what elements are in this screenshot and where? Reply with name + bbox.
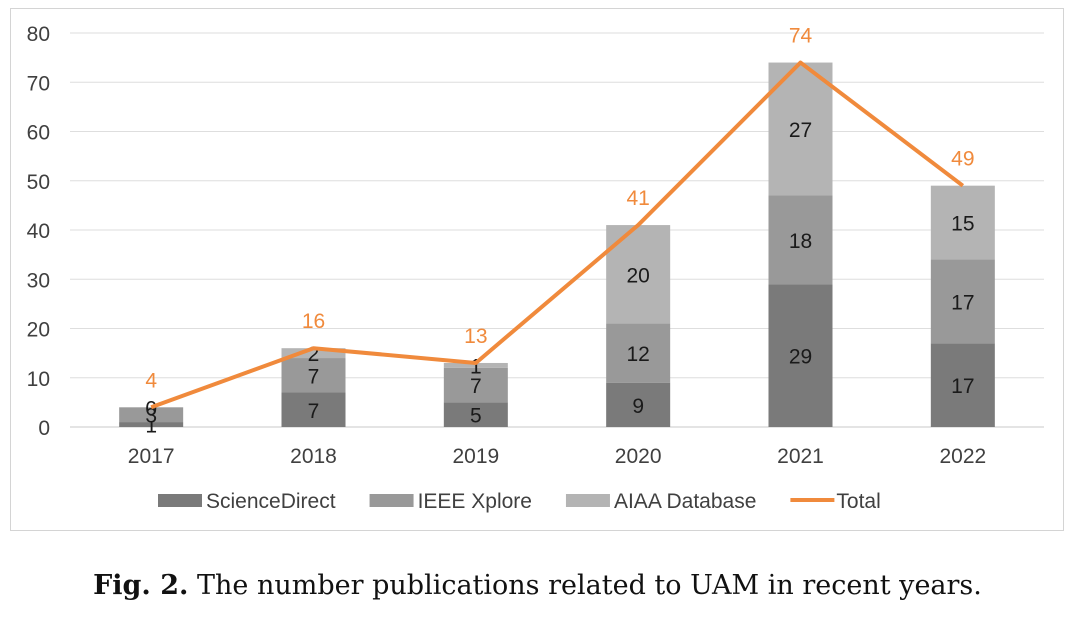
x-tick-label: 2018 bbox=[290, 445, 337, 468]
bar-segment bbox=[768, 195, 833, 285]
bar-segment bbox=[119, 422, 184, 427]
data-label: 12 bbox=[626, 343, 649, 366]
y-tick-label: 40 bbox=[27, 220, 50, 243]
y-tick-label: 80 bbox=[27, 23, 50, 46]
y-tick-label: 0 bbox=[38, 417, 50, 440]
bar-segment bbox=[443, 402, 508, 427]
y-tick-label: 20 bbox=[27, 319, 50, 342]
legend-label: IEEE Xplore bbox=[418, 490, 532, 513]
y-tick-label: 10 bbox=[27, 368, 50, 391]
total-label: 74 bbox=[789, 25, 813, 48]
y-tick-label: 70 bbox=[27, 72, 50, 95]
x-tick-label: 2020 bbox=[615, 445, 662, 468]
bar-segment bbox=[606, 382, 671, 427]
y-tick-label: 60 bbox=[27, 122, 50, 145]
data-label: 1 bbox=[145, 415, 157, 438]
y-tick-label: 50 bbox=[27, 171, 50, 194]
data-label: 17 bbox=[951, 375, 974, 398]
bar-segment bbox=[443, 367, 508, 403]
x-tick-label: 2021 bbox=[777, 445, 824, 468]
data-label: 2 bbox=[308, 343, 320, 366]
data-label: 1 bbox=[470, 355, 482, 378]
legend-swatch bbox=[369, 494, 414, 507]
x-tick-label: 2019 bbox=[452, 445, 499, 468]
data-label: 27 bbox=[789, 119, 812, 142]
data-label: 7 bbox=[470, 375, 482, 398]
bar-segment bbox=[768, 284, 833, 427]
data-label: 15 bbox=[951, 213, 974, 236]
legend-swatch bbox=[565, 494, 610, 507]
legend-swatch bbox=[158, 494, 202, 507]
data-label: 18 bbox=[789, 230, 812, 253]
total-label: 16 bbox=[302, 310, 325, 333]
data-label: 20 bbox=[626, 264, 649, 287]
total-label: 49 bbox=[951, 148, 974, 171]
bar-segment bbox=[930, 259, 995, 344]
y-tick-label: 30 bbox=[27, 269, 50, 292]
total-label: 41 bbox=[626, 187, 649, 210]
caption-label: Fig. 2. bbox=[93, 570, 189, 601]
data-label: 7 bbox=[308, 365, 320, 388]
legend-label: Total bbox=[836, 490, 880, 513]
bar-segment bbox=[281, 348, 346, 359]
bar-segment bbox=[443, 362, 508, 368]
total-label: 13 bbox=[464, 325, 487, 348]
data-label: 7 bbox=[308, 400, 320, 423]
data-label: 9 bbox=[632, 395, 644, 418]
figure-caption: Fig. 2. The number publications related … bbox=[0, 570, 1075, 601]
caption-text: The number publications related to UAM i… bbox=[197, 570, 982, 601]
bar-segment bbox=[930, 185, 995, 260]
bar-segment bbox=[119, 407, 184, 423]
chart-frame bbox=[10, 8, 1064, 531]
data-label: 3 bbox=[145, 405, 157, 428]
bar-segment bbox=[281, 392, 346, 427]
data-label: 17 bbox=[951, 291, 974, 314]
legend-label: AIAA Database bbox=[614, 490, 756, 513]
x-tick-label: 2022 bbox=[939, 445, 986, 468]
x-tick-label: 2017 bbox=[128, 445, 175, 468]
total-line bbox=[150, 60, 965, 410]
data-label: 5 bbox=[470, 405, 482, 428]
data-label: 29 bbox=[789, 346, 812, 369]
bar-segment bbox=[930, 343, 995, 427]
bar-segment bbox=[281, 358, 346, 393]
stacked-bar-chart: 0102030405060708013020177722018571201991… bbox=[27, 23, 1044, 513]
legend-label: ScienceDirect bbox=[206, 490, 336, 513]
bar-segment bbox=[606, 323, 671, 383]
total-label: 4 bbox=[145, 369, 157, 392]
data-label: 0 bbox=[145, 397, 157, 420]
